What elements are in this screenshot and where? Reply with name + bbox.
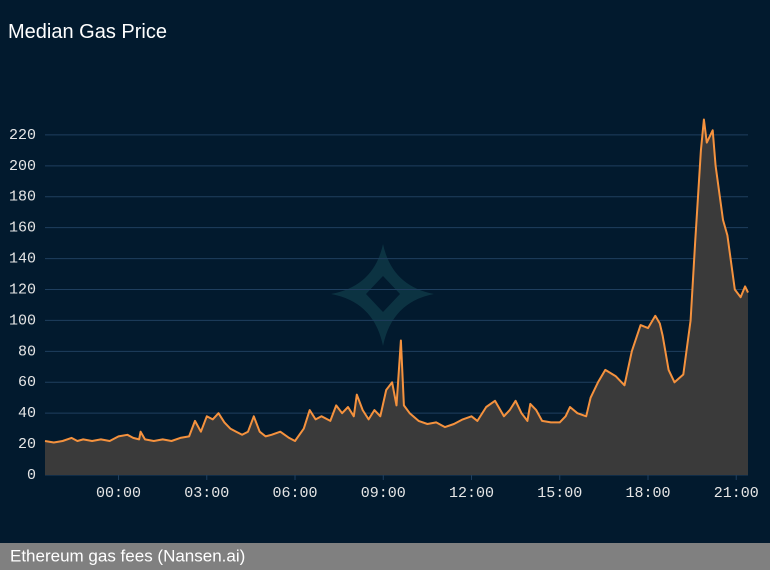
- x-tick-label: 12:00: [449, 485, 494, 502]
- caption: Ethereum gas fees (Nansen.ai): [10, 546, 245, 565]
- x-tick-label: 21:00: [714, 485, 759, 502]
- x-tick-label: 06:00: [273, 485, 318, 502]
- x-tick-label: 03:00: [184, 485, 229, 502]
- watermark: [331, 244, 434, 346]
- x-tick-label: 00:00: [96, 485, 141, 502]
- y-tick-label: 120: [9, 281, 36, 298]
- y-tick-label: 140: [9, 251, 36, 268]
- footer-bar: [0, 543, 770, 570]
- x-tick-label: 09:00: [361, 485, 406, 502]
- x-tick-label: 18:00: [625, 485, 670, 502]
- y-tick-label: 180: [9, 189, 36, 206]
- area: [45, 119, 748, 475]
- line: [44, 118, 749, 444]
- y-tick-label: 0: [27, 467, 36, 484]
- x-tick-label: 15:00: [537, 485, 582, 502]
- y-tick-label: 160: [9, 220, 36, 237]
- y-tick-label: 200: [9, 158, 36, 175]
- chart-title: Median Gas Price: [8, 21, 167, 43]
- y-tick-label: 220: [9, 127, 36, 144]
- y-tick-label: 40: [18, 405, 36, 422]
- y-tick-label: 60: [18, 374, 36, 391]
- y-tick-label: 80: [18, 343, 36, 360]
- y-tick-label: 100: [9, 312, 36, 329]
- y-tick-label: 20: [18, 436, 36, 453]
